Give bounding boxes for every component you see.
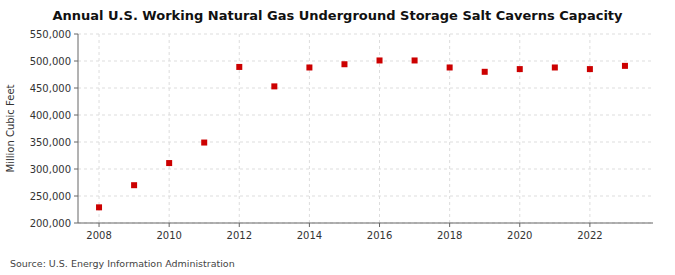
y-tick-label: 450,000 [30, 83, 71, 94]
y-tick-label: 350,000 [30, 137, 71, 148]
point [377, 57, 383, 63]
y-tick [74, 142, 78, 143]
y-tick [74, 88, 78, 89]
x-tick-label: 2016 [367, 230, 392, 241]
x-tick [379, 223, 380, 227]
y-axis-label: Million Cubic Feet [5, 84, 16, 172]
points [96, 57, 628, 210]
chart-container: 200,000 250,000 300,000 350,000 400,000 450,0… [0, 0, 675, 275]
y-tick [74, 169, 78, 170]
x-grid-line [169, 34, 170, 223]
chart: 200,000 250,000 300,000 350,000 400,000 450,0… [0, 0, 675, 275]
y-grid-line [78, 115, 653, 116]
y-grid-line [78, 196, 653, 197]
title: Annual U.S. Working Natural Gas Undergro… [52, 8, 623, 23]
x-tick [519, 223, 520, 227]
x-axis-line [78, 223, 653, 224]
y-grid-line [78, 169, 653, 170]
x-tick [309, 223, 310, 227]
point [306, 64, 312, 70]
point [517, 66, 523, 72]
x-grid-line [309, 34, 310, 223]
x-tick-label: 2020 [507, 230, 532, 241]
x-tick [169, 223, 170, 227]
axes: 200,000 250,000 300,000 350,000 400,000 450,0… [30, 29, 653, 241]
point [482, 69, 488, 75]
source-note: Source: U.S. Energy Information Administ… [10, 258, 235, 269]
point [622, 63, 628, 69]
y-grid-line [78, 142, 653, 143]
x-tick [99, 223, 100, 227]
y-grid-line [78, 88, 653, 89]
point [587, 66, 593, 72]
point [131, 182, 137, 188]
x-tick-label: 2022 [577, 230, 602, 241]
y-tick-label: 200,000 [30, 218, 71, 229]
y-tick-label: 550,000 [30, 29, 71, 40]
point [412, 57, 418, 63]
x-grid-line [589, 34, 590, 223]
point [341, 61, 347, 67]
y-tick [74, 34, 78, 35]
x-grid-line [519, 34, 520, 223]
y-grid-line [78, 61, 653, 62]
x-tick [239, 223, 240, 227]
point [271, 83, 277, 89]
y-tick [74, 61, 78, 62]
y-grid-line [78, 223, 653, 224]
point [447, 64, 453, 70]
point [96, 204, 102, 210]
point [166, 160, 172, 166]
point [552, 64, 558, 70]
x-tick [589, 223, 590, 227]
x-tick [449, 223, 450, 227]
y-tick [74, 115, 78, 116]
y-tick [74, 223, 78, 224]
x-tick-label: 2008 [86, 230, 111, 241]
y-tick [74, 196, 78, 197]
x-tick-label: 2012 [227, 230, 252, 241]
x-grid-line [449, 34, 450, 223]
x-tick-label: 2014 [297, 230, 322, 241]
point [201, 140, 207, 146]
y-tick-label: 250,000 [30, 191, 71, 202]
grid [78, 34, 653, 223]
y-tick-label: 300,000 [30, 164, 71, 175]
x-grid-line [239, 34, 240, 223]
x-tick-label: 2010 [156, 230, 181, 241]
x-tick-label: 2018 [437, 230, 462, 241]
y-tick-label: 400,000 [30, 110, 71, 121]
plot-background [78, 34, 653, 223]
y-tick-label: 500,000 [30, 56, 71, 67]
x-grid-line [99, 34, 100, 223]
y-axis-line [78, 34, 79, 223]
point [236, 64, 242, 70]
y-grid-line [78, 34, 653, 35]
